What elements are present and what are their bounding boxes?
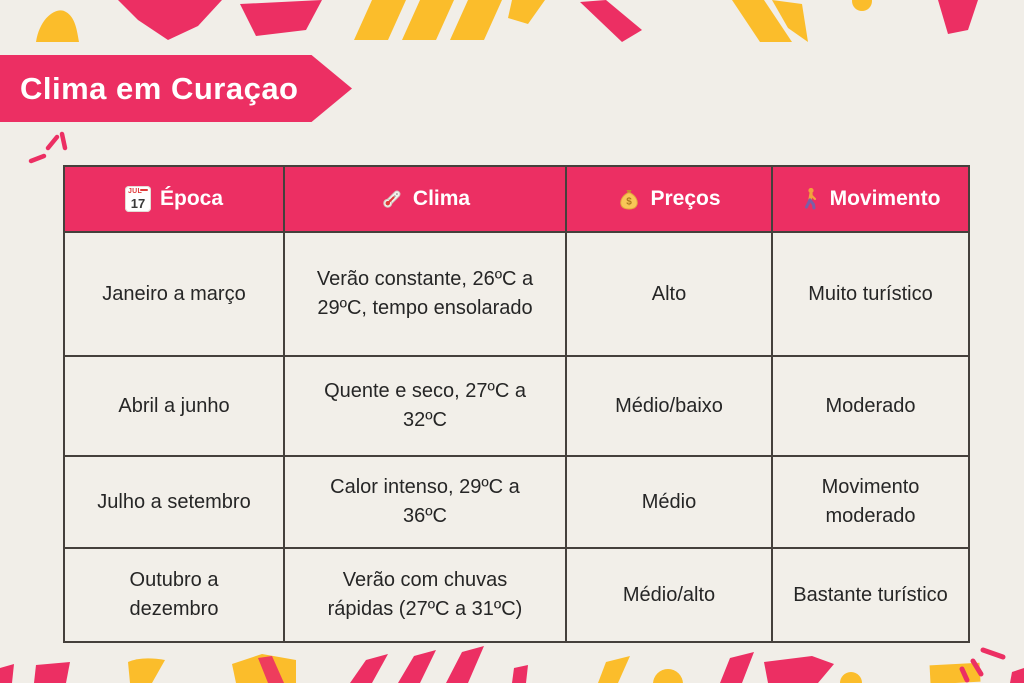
- page-title: Clima em Curaçao: [20, 70, 299, 106]
- table-row: Outubro a dezembro Verão com chuvas rápi…: [63, 547, 970, 643]
- cell-clima: Verão constante, 26ºC a 29ºC, tempo enso…: [283, 231, 567, 357]
- cell-precos: Médio/alto: [565, 547, 773, 643]
- page-title-banner: Clima em Curaçao: [0, 55, 352, 122]
- cell-clima: Quente e seco, 27ºC a 32ºC: [283, 355, 567, 457]
- cell-movimento: Bastante turístico: [771, 547, 970, 643]
- cell-movimento: Moderado: [771, 355, 970, 457]
- table-header-row: JUL 17 Época: [63, 165, 970, 233]
- column-label-clima: Clima: [412, 187, 471, 210]
- column-label-movimento: Movimento: [829, 187, 941, 210]
- column-header-epoca: JUL 17 Época: [63, 165, 285, 233]
- column-label-epoca: Época: [159, 187, 224, 210]
- bottom-confetti-decoration: [0, 646, 1024, 683]
- cell-epoca: Outubro a dezembro: [63, 547, 285, 643]
- cell-precos: Médio: [565, 455, 773, 549]
- calendar-icon: JUL 17: [124, 186, 151, 212]
- column-label-precos: Preços: [650, 187, 721, 210]
- cell-precos: Médio/baixo: [565, 355, 773, 457]
- sparkle-burst-icon: [959, 647, 1006, 683]
- cell-epoca: Janeiro a março: [63, 231, 285, 357]
- column-header-movimento: Movimento: [771, 165, 970, 233]
- cell-movimento: Movimento moderado: [771, 455, 970, 549]
- climate-table: JUL 17 Época: [63, 165, 970, 643]
- table-row: Julho a setembro Calor intenso, 29ºC a 3…: [63, 455, 970, 549]
- column-header-precos: $ Preços: [565, 165, 773, 233]
- cell-clima: Calor intenso, 29ºC a 36ºC: [283, 455, 567, 549]
- money-bag-icon: $: [620, 190, 639, 210]
- top-confetti-decoration: [36, 0, 978, 42]
- svg-text:$: $: [627, 197, 633, 208]
- thermometer-icon: [383, 190, 401, 208]
- walking-person-icon: [804, 187, 816, 210]
- cell-clima: Verão com chuvas rápidas (27ºC a 31ºC): [283, 547, 567, 643]
- table-row: Janeiro a março Verão constante, 26ºC a …: [63, 231, 970, 357]
- column-header-clima: Clima: [283, 165, 567, 233]
- cell-epoca: Julho a setembro: [63, 455, 285, 549]
- cell-epoca: Abril a junho: [63, 355, 285, 457]
- table-row: Abril a junho Quente e seco, 27ºC a 32ºC…: [63, 355, 970, 457]
- cell-precos: Alto: [565, 231, 773, 357]
- cell-movimento: Muito turístico: [771, 231, 970, 357]
